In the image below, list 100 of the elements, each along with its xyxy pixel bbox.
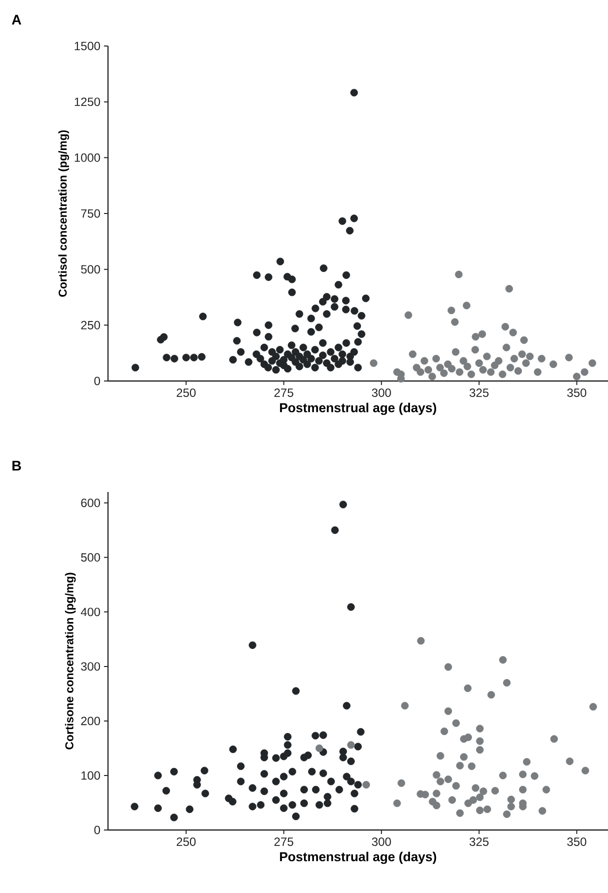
- point: [436, 752, 444, 760]
- point: [440, 728, 448, 736]
- point: [478, 330, 486, 338]
- point: [469, 796, 478, 804]
- point: [487, 690, 496, 699]
- point: [491, 786, 499, 795]
- point: [393, 799, 401, 808]
- y-tick-label: 500: [81, 553, 100, 562]
- x-tick-label: 250: [176, 838, 196, 846]
- point: [507, 802, 515, 810]
- y-tick-label: 600: [81, 498, 100, 508]
- point: [408, 350, 416, 358]
- y-tick-label: 750: [81, 209, 100, 218]
- x-tick-label: 350: [567, 838, 586, 846]
- point: [476, 724, 484, 732]
- point: [502, 344, 510, 352]
- point: [476, 806, 484, 814]
- point: [538, 354, 546, 362]
- point: [420, 357, 428, 365]
- y-tick-label: 250: [81, 320, 100, 330]
- point: [460, 357, 468, 365]
- y-tick-label: 100: [81, 771, 100, 780]
- point: [519, 786, 527, 794]
- point: [565, 354, 573, 362]
- point: [483, 352, 491, 360]
- point: [509, 328, 517, 336]
- y-tick-label: 500: [81, 265, 100, 274]
- x-tick-label: 300: [372, 388, 391, 397]
- point: [588, 359, 596, 367]
- point: [582, 766, 590, 774]
- y-tick-label: 1250: [74, 98, 100, 106]
- point: [416, 368, 424, 376]
- y-tick-label: 0: [94, 376, 100, 386]
- point: [448, 796, 456, 804]
- point: [436, 778, 444, 786]
- point: [522, 758, 531, 766]
- x-axis-title: Postmenstrual age (days): [280, 402, 436, 415]
- point: [476, 746, 484, 754]
- point: [428, 372, 436, 380]
- point: [316, 744, 324, 752]
- point: [520, 336, 528, 344]
- point: [479, 366, 487, 374]
- point: [456, 368, 464, 376]
- point: [424, 366, 432, 374]
- point: [510, 354, 518, 362]
- point: [448, 306, 456, 314]
- point: [432, 771, 440, 779]
- point: [526, 352, 534, 360]
- point: [550, 360, 558, 368]
- point: [401, 702, 409, 710]
- point: [499, 772, 507, 780]
- point: [398, 779, 406, 787]
- point: [444, 775, 452, 784]
- point: [503, 810, 511, 818]
- point: [522, 359, 530, 367]
- point: [538, 807, 546, 815]
- point: [589, 702, 597, 711]
- point: [507, 796, 515, 804]
- point: [462, 302, 470, 310]
- point: [452, 782, 460, 790]
- point: [471, 346, 479, 354]
- point: [432, 790, 440, 798]
- point: [484, 805, 492, 814]
- point: [472, 784, 480, 792]
- point: [448, 364, 456, 373]
- y-tick-label: 200: [81, 716, 100, 726]
- point: [464, 362, 472, 370]
- x-tick-label: 275: [274, 388, 294, 397]
- x-axis-title: Postmenstrual age (days): [280, 852, 436, 864]
- point: [530, 772, 538, 780]
- point: [572, 372, 581, 380]
- point: [452, 348, 460, 356]
- point: [432, 802, 440, 810]
- point: [499, 656, 507, 664]
- point: [519, 770, 527, 778]
- y-tick-label: 1000: [74, 153, 100, 162]
- point: [518, 350, 526, 358]
- x-tick-label: 325: [470, 838, 489, 846]
- point: [404, 311, 412, 319]
- point: [370, 359, 378, 367]
- point: [454, 270, 463, 278]
- y-tick-label: 300: [81, 662, 100, 671]
- point: [362, 780, 370, 789]
- point: [476, 737, 484, 745]
- point: [440, 369, 448, 377]
- point: [464, 734, 472, 742]
- point: [456, 809, 464, 817]
- point: [464, 684, 472, 692]
- point: [503, 679, 511, 687]
- point: [467, 370, 476, 378]
- y-tick-label: 400: [80, 608, 100, 616]
- point: [432, 354, 440, 362]
- x-tick-label: 325: [470, 388, 489, 397]
- point: [514, 367, 522, 375]
- point: [501, 322, 510, 331]
- x-tick-label: 250: [176, 388, 196, 397]
- y-axis-title: Cortisone concentration (pg/mg): [64, 572, 76, 750]
- point: [534, 368, 542, 376]
- point: [436, 364, 444, 372]
- point: [417, 637, 425, 645]
